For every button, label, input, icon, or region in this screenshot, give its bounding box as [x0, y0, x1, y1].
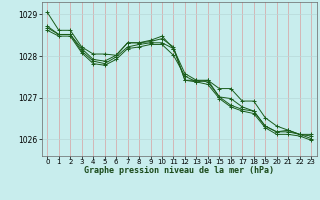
- X-axis label: Graphe pression niveau de la mer (hPa): Graphe pression niveau de la mer (hPa): [84, 166, 274, 175]
